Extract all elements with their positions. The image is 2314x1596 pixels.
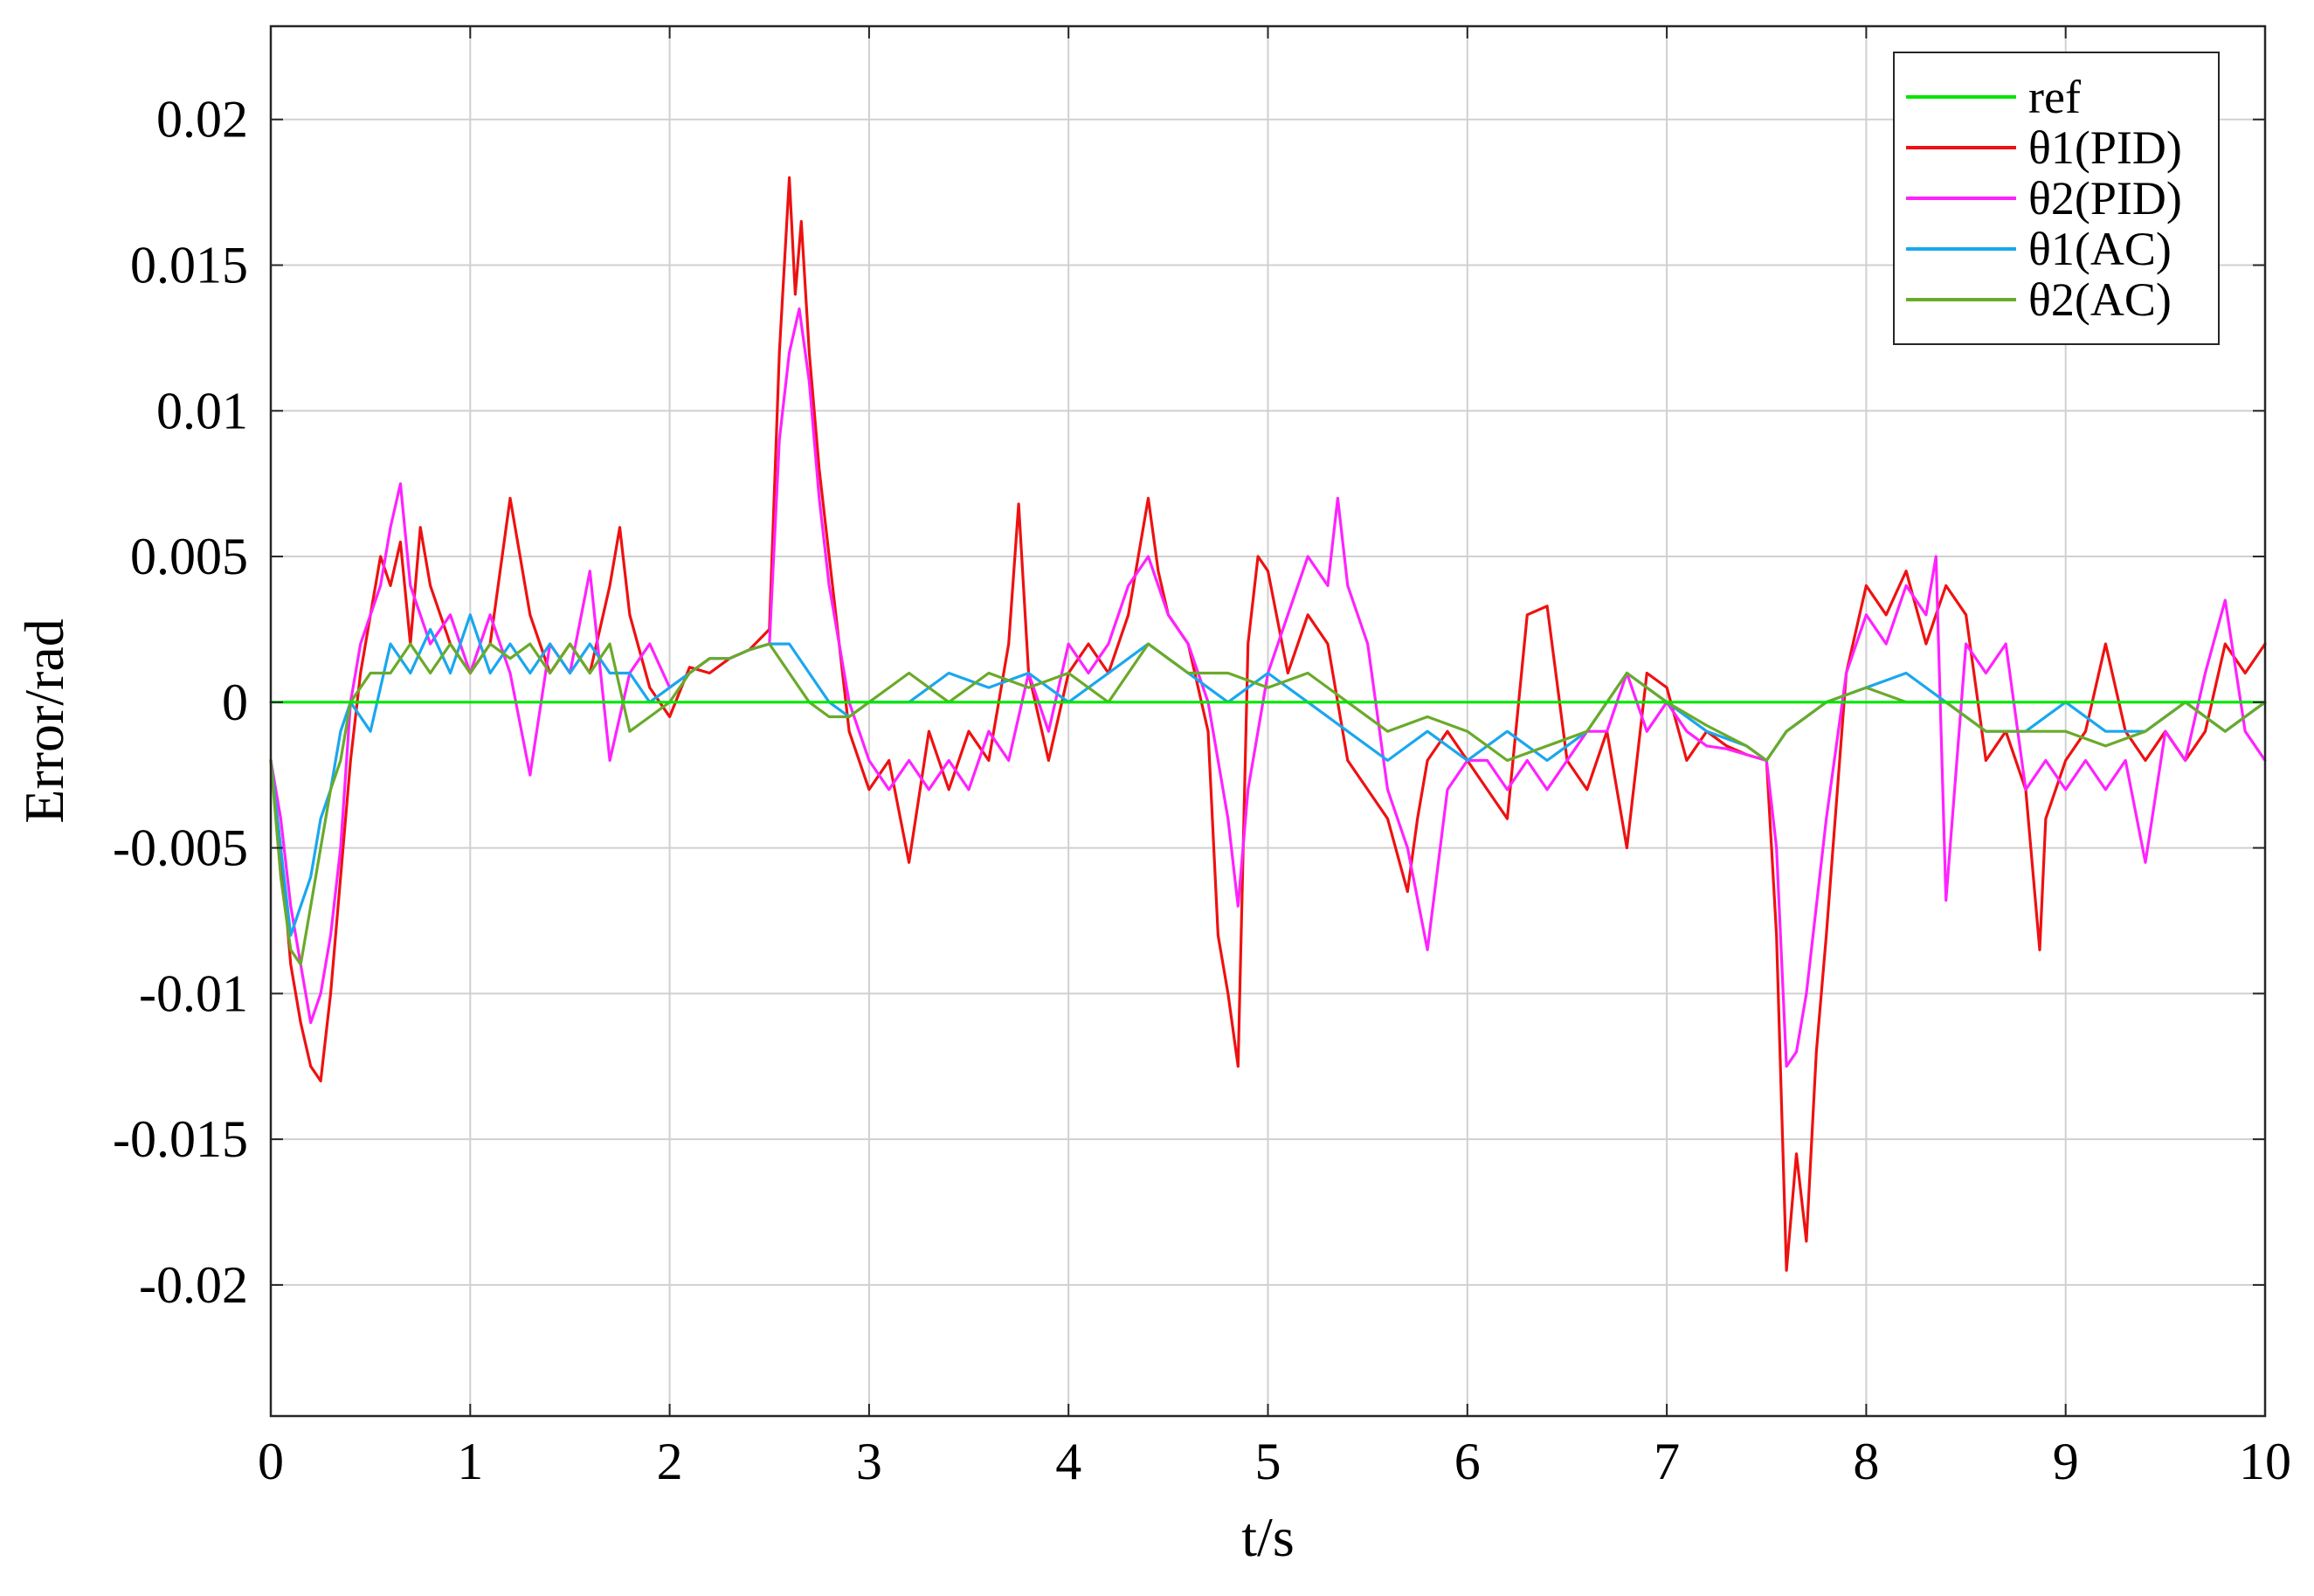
- x-tick-label: 8: [1853, 1433, 1879, 1490]
- x-tick-label: 3: [856, 1433, 882, 1490]
- x-tick-label: 2: [657, 1433, 683, 1490]
- series-line-4: [269, 642, 2267, 966]
- x-axis-label: t/s: [1241, 1506, 1294, 1568]
- legend-label: θ2(PID): [2028, 172, 2182, 225]
- x-tick-label: 0: [258, 1433, 284, 1490]
- legend-label: θ2(AC): [2028, 273, 2172, 326]
- x-tick-label: 4: [1055, 1433, 1081, 1490]
- y-tick-label: 0.015: [130, 237, 248, 294]
- y-tick-label: 0.01: [156, 382, 248, 439]
- x-tick-label: 6: [1454, 1433, 1481, 1490]
- legend-label: θ1(AC): [2028, 223, 2172, 275]
- x-tick-label: 5: [1255, 1433, 1281, 1490]
- y-tick-label: 0.02: [156, 91, 248, 149]
- y-tick-label: 0.005: [130, 528, 248, 585]
- axis-ticks: 0 1 2 3 4 5 6 7 8 9 10 -0.02 -0.015 -0.01 -0.005 0 0.005…: [113, 26, 2291, 1490]
- legend-label: ref: [2028, 71, 2081, 123]
- y-axis-label: Error/rad: [13, 618, 75, 824]
- y-tick-label: 0: [222, 674, 248, 731]
- y-tick-label: -0.015: [113, 1110, 248, 1168]
- y-tick-label: -0.005: [113, 819, 248, 877]
- y-tick-label: -0.01: [139, 964, 248, 1022]
- y-tick-label: -0.02: [139, 1256, 248, 1314]
- x-tick-label: 1: [457, 1433, 483, 1490]
- x-tick-label: 7: [1654, 1433, 1680, 1490]
- legend-label: θ1(PID): [2028, 121, 2182, 174]
- x-tick-label: 10: [2239, 1433, 2291, 1490]
- x-tick-label: 9: [2053, 1433, 2079, 1490]
- plot-lines: [269, 176, 2267, 1272]
